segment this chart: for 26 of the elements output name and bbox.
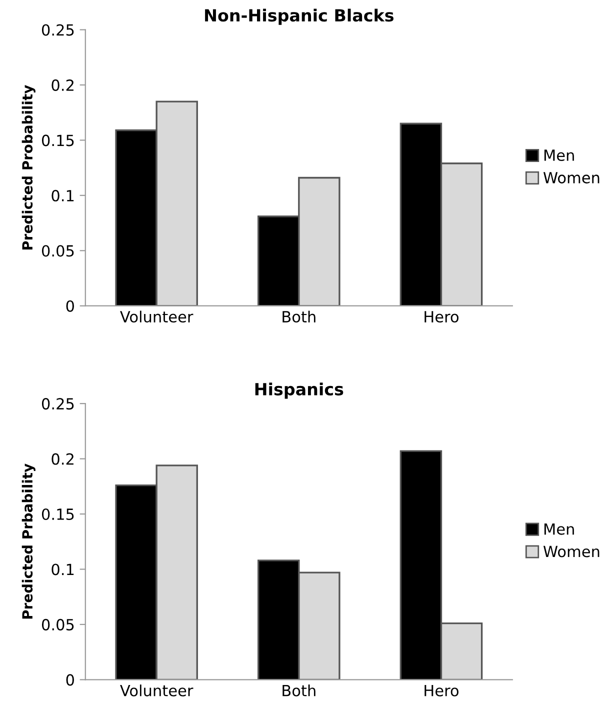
y-tick-label: 0.1 (52, 190, 74, 202)
y-tick-label: 0.25 (42, 398, 74, 410)
y-tick-label: 0.05 (42, 245, 74, 257)
x-tick-label: Volunteer (120, 684, 194, 696)
legend-label: Women (543, 172, 600, 184)
chart-title: Non-Hispanic Blacks (205, 8, 394, 25)
x-tick-label: Volunteer (120, 310, 194, 323)
y-tick-label: 0.05 (42, 618, 74, 630)
y-tick-label: 0.25 (42, 24, 74, 36)
chart-title: Hispanics (255, 382, 344, 399)
y-tick-label: 0.15 (42, 508, 74, 520)
legend-label: Women (543, 546, 600, 558)
x-tick-label: Both (282, 684, 316, 696)
y-tick-label: 0.2 (52, 453, 74, 465)
legend-label: Men (544, 150, 574, 162)
x-tick-label: Both (282, 310, 316, 323)
y-axis-title: Predicted Probability (22, 85, 36, 250)
legend-label: Men (544, 523, 574, 535)
y-tick-label: 0 (66, 300, 74, 312)
y-tick-label: 0 (66, 674, 74, 686)
y-axis-title: Predicted Prbability (22, 464, 36, 619)
y-tick-label: 0.1 (52, 564, 74, 576)
x-tick-label: Hero (424, 685, 458, 696)
x-tick-label: Hero (424, 311, 458, 323)
y-tick-label: 0.2 (52, 79, 74, 91)
y-tick-label: 0.15 (42, 134, 74, 146)
